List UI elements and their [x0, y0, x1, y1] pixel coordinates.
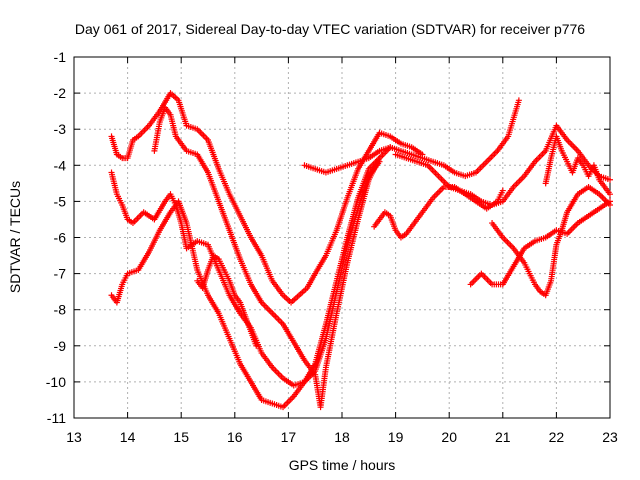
y-tick-label: -11 [47, 410, 66, 426]
series-track-f [301, 97, 522, 180]
series-track-d [151, 104, 394, 411]
data-point [607, 202, 613, 209]
y-tick-label: -8 [54, 302, 67, 318]
y-tick-label: -9 [54, 338, 67, 354]
series-track-h [392, 122, 613, 209]
data-point [607, 176, 613, 183]
series-track-k [542, 133, 613, 198]
x-tick-label: 17 [281, 429, 297, 445]
series-track-j [489, 183, 613, 299]
y-axis: -11 -10 -9 -8 -7 -6 -5 -4 -3 -2 -1 [46, 49, 610, 426]
series-track-c [108, 155, 383, 411]
y-tick-label: -3 [54, 121, 67, 137]
x-tick-label: 18 [334, 429, 350, 445]
x-tick-label: 16 [227, 429, 243, 445]
x-axis-label: GPS time / hours [289, 457, 396, 473]
y-tick-label: -5 [54, 193, 67, 209]
data-point [253, 342, 260, 349]
x-tick-label: 13 [66, 429, 82, 445]
chart-title: Day 061 of 2017, Sidereal Day-to-day VTE… [75, 21, 585, 37]
y-tick-label: -2 [54, 85, 67, 101]
series-track-e [194, 252, 260, 349]
x-tick-label: 15 [173, 429, 189, 445]
series-track-a [108, 90, 426, 306]
x-tick-label: 23 [602, 429, 618, 445]
x-tick-label: 14 [120, 429, 136, 445]
y-tick-label: -6 [54, 230, 67, 246]
x-axis: 13 14 15 16 17 18 19 20 21 22 23 [66, 57, 618, 445]
data-point [499, 187, 506, 194]
grid-lines [74, 57, 610, 418]
y-tick-label: -4 [54, 157, 67, 173]
x-tick-label: 21 [495, 429, 511, 445]
x-tick-label: 19 [388, 429, 404, 445]
data-point [515, 97, 522, 104]
series-track-g [371, 183, 506, 241]
x-tick-label: 22 [549, 429, 565, 445]
data-point [607, 191, 613, 198]
y-tick-label: -10 [46, 374, 66, 390]
x-tick-label: 20 [441, 429, 457, 445]
y-tick-label: -7 [54, 266, 67, 282]
y-axis-label: SDTVAR / TECUs [7, 181, 23, 293]
y-tick-label: -1 [54, 49, 67, 65]
series-track-i [467, 198, 613, 288]
data-points [108, 90, 613, 411]
